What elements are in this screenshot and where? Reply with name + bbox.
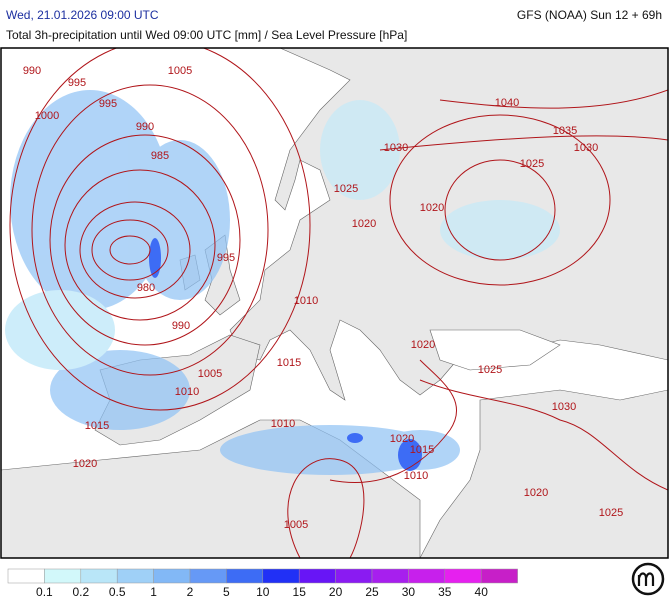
isobar-label: 1005: [284, 519, 308, 531]
legend-label: 15: [293, 585, 307, 599]
isobar-label: 1020: [420, 202, 444, 214]
isobar-label: 1025: [334, 183, 358, 195]
isobar-label: 995: [217, 252, 235, 264]
legend-swatch: [44, 568, 82, 584]
isobar-label: 1035: [553, 125, 577, 137]
legend-swatch: [80, 568, 118, 584]
isobar-label: 1010: [175, 386, 199, 398]
legend-swatch: [408, 568, 446, 584]
legend-label: 0.1: [36, 585, 53, 599]
precipitation: [5, 90, 560, 475]
isobar-label: 1015: [85, 420, 109, 432]
legend-swatch: [262, 568, 300, 584]
legend-swatch: [335, 568, 373, 584]
isobar-labels: 990 1005 995 995 1000 990 985 980 995 990 1010 1015…: [23, 65, 623, 531]
legend: 0.1 0.2 0.5 1 2 5 10 15 20 25 30 35 40: [7, 568, 518, 599]
legend-swatch: [444, 568, 482, 584]
isobar-lines: [9, 48, 668, 558]
isobar-label: 1000: [35, 110, 59, 122]
legend-label: 2: [187, 585, 194, 599]
legend-label: 40: [475, 585, 489, 599]
legend-label: 0.2: [72, 585, 89, 599]
isobar-label: 1040: [495, 97, 519, 109]
legend-swatch: [153, 568, 191, 584]
legend-label: 10: [256, 585, 270, 599]
isobar-label: 990: [136, 121, 154, 133]
legend-label: 35: [438, 585, 452, 599]
isobar-label: 980: [137, 282, 155, 294]
isobar-label: 990: [172, 320, 190, 332]
isobar-label: 1010: [271, 418, 295, 430]
isobar-label: 1025: [478, 364, 502, 376]
isobar-label: 995: [99, 98, 117, 110]
isobar-label: 1010: [404, 470, 428, 482]
legend-swatch: [371, 568, 409, 584]
isobar-label: 1025: [520, 158, 544, 170]
isobar-label: 1030: [552, 401, 576, 413]
legend-swatch: [116, 568, 154, 584]
legend-swatch: [189, 568, 227, 584]
isobar-label: 1025: [599, 507, 623, 519]
isobar-label: 1020: [390, 433, 414, 445]
isobar-label: 1030: [574, 142, 598, 154]
isobar-label: 985: [151, 150, 169, 162]
isobar-label: 990: [23, 65, 41, 77]
legend-label: 0.5: [109, 585, 126, 599]
isobar-label: 1005: [168, 65, 192, 77]
legend-label: 20: [329, 585, 343, 599]
isobar-label: 1015: [410, 444, 434, 456]
logo-circle: [631, 562, 665, 596]
subtitle: Total 3h-precipitation until Wed 09:00 U…: [6, 28, 407, 42]
isobar-label: 1020: [524, 487, 548, 499]
logo-mark: [637, 572, 655, 586]
logo: [631, 562, 665, 596]
legend-swatch: [298, 568, 336, 584]
header-right: GFS (NOAA) Sun 12 + 69h: [517, 8, 662, 22]
isobar-label: 1030: [384, 142, 408, 154]
isobar-label: 1020: [73, 458, 97, 470]
legend-swatch: [7, 568, 45, 584]
heavy-precipitation: [149, 238, 422, 471]
legend-label: 5: [223, 585, 230, 599]
isobar-label: 1015: [277, 357, 301, 369]
isobar-label: 1020: [411, 339, 435, 351]
legend-swatch: [480, 568, 518, 584]
legend-label: 30: [402, 585, 416, 599]
legend-label: 25: [365, 585, 379, 599]
isobar-label: 1010: [294, 295, 318, 307]
legend-swatch: [226, 568, 264, 584]
isobar-label: 1005: [198, 368, 222, 380]
legend-label: 1: [150, 585, 157, 599]
map-frame: [0, 47, 669, 559]
isobar-label: 1020: [352, 218, 376, 230]
isobar-label: 995: [68, 77, 86, 89]
map: [0, 47, 669, 559]
header-left: Wed, 21.01.2026 09:00 UTC: [6, 8, 159, 22]
